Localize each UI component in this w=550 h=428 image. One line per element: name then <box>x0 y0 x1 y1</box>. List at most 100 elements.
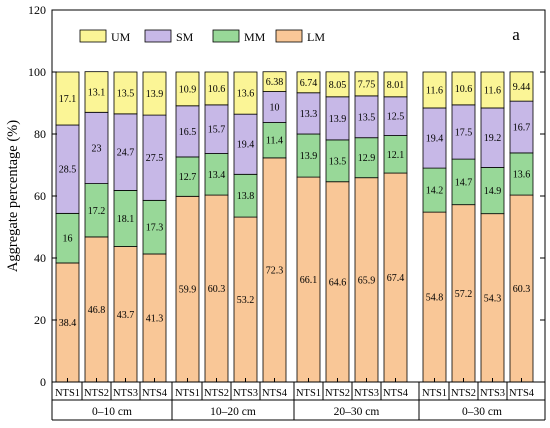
y-tick-label: 80 <box>34 127 46 141</box>
data-label-um: 11.6 <box>426 85 443 96</box>
data-label-mm: 17.3 <box>146 223 164 234</box>
data-label-sm: 12.5 <box>387 112 405 123</box>
y-tick-label: 20 <box>34 313 46 327</box>
data-label-lm: 41.3 <box>146 313 164 324</box>
data-label-sm: 13.3 <box>300 109 318 120</box>
data-label-um: 9.44 <box>513 82 531 93</box>
data-label-lm: 67.4 <box>387 273 405 284</box>
bar-segment-um <box>262 71 287 92</box>
x-category-label: NTS1 <box>296 388 321 399</box>
x-group-label: 0–30 cm <box>462 406 502 418</box>
bar-segment-um <box>451 71 476 106</box>
x-category-label: NTS4 <box>262 388 288 399</box>
data-label-um: 13.9 <box>146 89 164 100</box>
x-category-label: NTS1 <box>422 388 447 399</box>
data-label-mm: 13.9 <box>300 151 318 162</box>
data-label-um: 6.74 <box>300 78 318 89</box>
data-label-sm: 13.5 <box>358 112 376 123</box>
data-label-um: 13.6 <box>237 89 255 100</box>
data-label-mm: 16 <box>63 234 73 245</box>
x-group-label: 20–30 cm <box>334 406 380 418</box>
data-label-mm: 17.2 <box>88 206 106 217</box>
data-label-lm: 53.2 <box>237 295 255 306</box>
data-label-um: 8.01 <box>387 80 405 91</box>
x-category-label: NTS3 <box>354 388 379 399</box>
bar-segment-um <box>354 71 379 97</box>
data-label-sm: 17.5 <box>455 127 473 138</box>
data-label-mm: 12.7 <box>179 172 197 183</box>
bar-segment-um <box>233 71 258 115</box>
y-tick-label: 60 <box>34 189 46 203</box>
y-tick-label: 100 <box>28 65 46 79</box>
data-label-mm: 12.9 <box>358 153 376 164</box>
bar-segment-um <box>296 71 321 94</box>
data-label-mm: 13.4 <box>208 170 226 181</box>
data-label-mm: 13.5 <box>329 156 347 167</box>
bar-segment-um <box>175 71 200 107</box>
data-label-sm: 19.2 <box>484 133 502 144</box>
data-label-um: 8.05 <box>329 80 347 91</box>
y-tick-label: 40 <box>34 251 46 265</box>
x-category-label: NTS1 <box>175 388 200 399</box>
bar-segment-um <box>383 71 408 98</box>
data-label-sm: 13.9 <box>329 114 347 125</box>
legend-swatch-mm <box>212 29 240 43</box>
data-label-um: 6.38 <box>266 77 284 88</box>
data-label-mm: 14.7 <box>455 177 473 188</box>
data-label-lm: 46.8 <box>88 305 106 316</box>
legend-label-um: UM <box>111 30 131 44</box>
x-category-label: NTS2 <box>84 388 109 399</box>
data-label-lm: 59.9 <box>179 285 197 296</box>
bar-segment-um <box>509 71 534 102</box>
data-label-um: 7.75 <box>358 79 376 90</box>
data-label-sm: 19.4 <box>426 134 444 145</box>
data-label-um: 10.6 <box>208 84 226 95</box>
data-label-mm: 14.9 <box>484 186 502 197</box>
bar-segment-um <box>325 71 350 98</box>
data-label-lm: 66.1 <box>300 275 318 286</box>
data-label-lm: 60.3 <box>208 284 226 295</box>
data-label-lm: 65.9 <box>358 275 376 286</box>
data-label-um: 17.1 <box>59 94 77 105</box>
x-category-label: NTS2 <box>204 388 229 399</box>
x-group-label: 10–20 cm <box>210 406 256 418</box>
bar-segment-um <box>142 71 167 116</box>
data-label-sm: 28.5 <box>59 165 77 176</box>
data-label-um: 10.9 <box>179 84 197 95</box>
x-category-label: NTS4 <box>509 388 535 399</box>
plot-area: 38.4 16 28.5 17.1 46.8 17.2 23 13.1 43.7 18.1 24.7… <box>5 3 546 421</box>
data-label-lm: 57.2 <box>455 289 473 300</box>
bar-segment-um <box>480 71 505 109</box>
data-label-sm: 15.7 <box>208 125 226 136</box>
data-label-lm: 54.8 <box>426 293 444 304</box>
data-label-mm: 13.6 <box>513 169 531 180</box>
data-label-lm: 43.7 <box>117 310 135 321</box>
x-category-label: NTS2 <box>325 388 350 399</box>
x-category-label: NTS3 <box>480 388 505 399</box>
x-group-label: 0–10 cm <box>92 406 132 418</box>
legend-swatch-um <box>79 29 107 43</box>
x-category-label: NTS4 <box>142 388 168 399</box>
data-label-mm: 11.4 <box>266 136 283 147</box>
data-label-um: 13.5 <box>117 88 135 99</box>
data-label-sm: 16.5 <box>179 127 197 138</box>
y-tick-label: 120 <box>28 3 46 17</box>
data-label-sm: 10 <box>270 103 280 114</box>
legend-label-mm: MM <box>244 30 266 44</box>
data-label-lm: 54.3 <box>484 293 502 304</box>
data-label-sm: 19.4 <box>237 140 255 151</box>
bar-segment-um <box>55 71 80 126</box>
y-axis-label: Aggregate percentage (%) <box>5 120 21 272</box>
data-label-lm: 60.3 <box>513 284 531 295</box>
data-label-sm: 16.7 <box>513 123 531 134</box>
legend-swatch-lm <box>275 29 303 43</box>
x-category-label: NTS1 <box>55 388 80 399</box>
data-label-sm: 23 <box>92 143 102 154</box>
data-label-mm: 13.8 <box>237 191 255 202</box>
x-category-label: NTS3 <box>113 388 138 399</box>
data-label-um: 10.6 <box>455 84 473 95</box>
x-category-label: NTS4 <box>383 388 409 399</box>
data-label-lm: 72.3 <box>266 265 284 276</box>
data-label-mm: 14.2 <box>426 186 444 197</box>
